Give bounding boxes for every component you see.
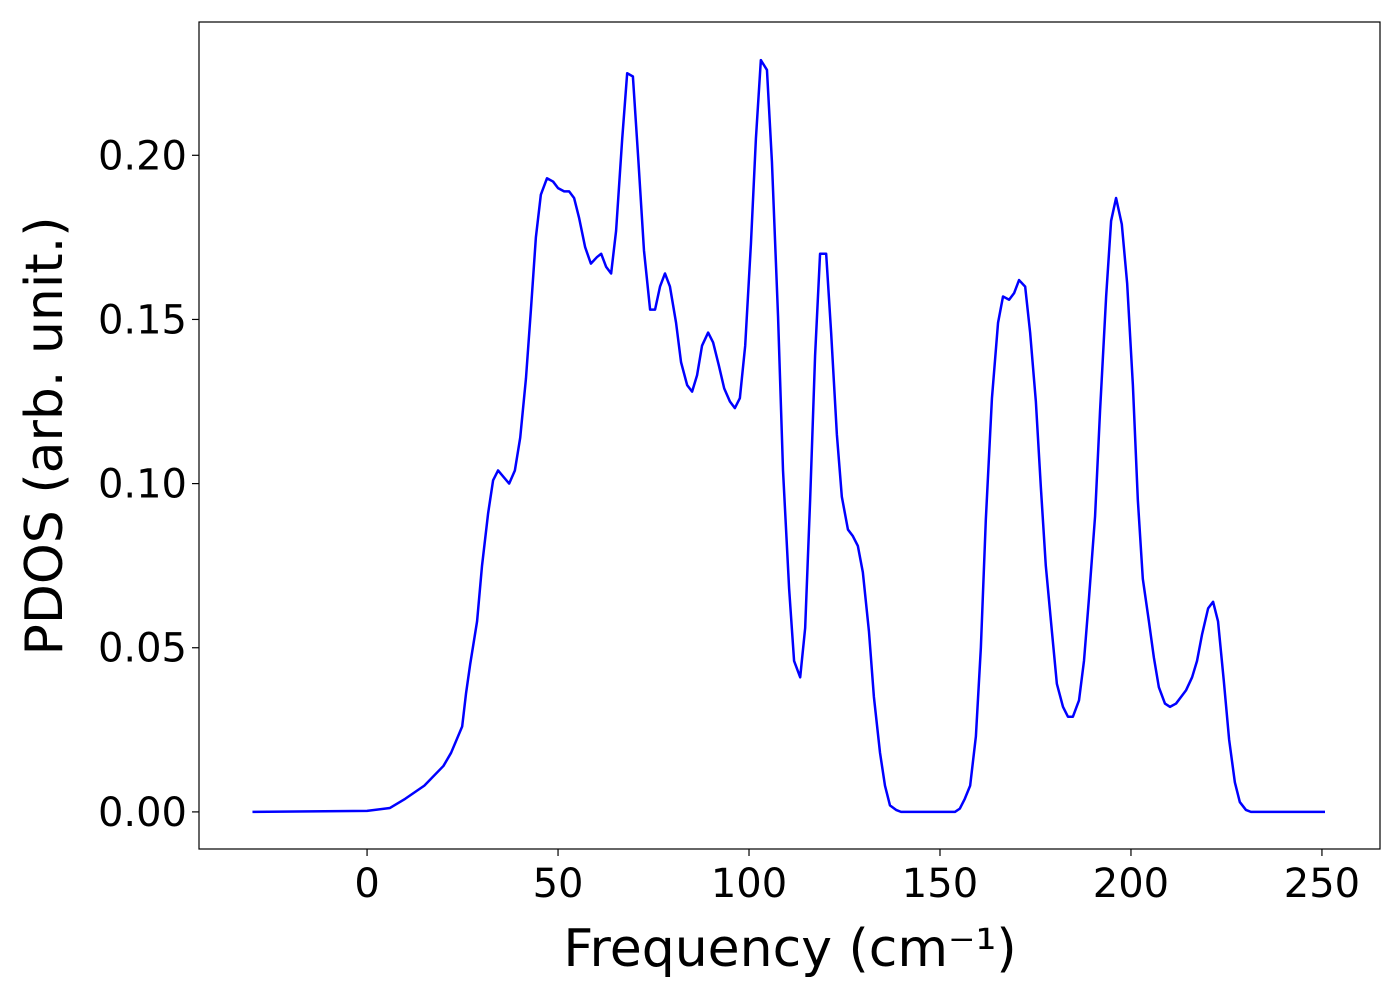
x-tick-label: 200 — [1093, 861, 1169, 907]
y-tick-label: 0.00 — [98, 790, 187, 836]
x-tick-label: 150 — [902, 861, 978, 907]
y-axis-label: PDOS (arb. unit.) — [15, 216, 75, 655]
x-tick-label: 250 — [1284, 861, 1360, 907]
y-tick-label: 0.10 — [98, 462, 187, 508]
y-tick-label: 0.05 — [98, 626, 187, 672]
x-tick-label: 100 — [711, 861, 787, 907]
data-line — [252, 58, 1325, 814]
plot-frame — [198, 21, 1381, 850]
y-tick-label: 0.20 — [98, 133, 187, 179]
x-tick-label: 50 — [533, 861, 584, 907]
x-tick-label: 0 — [354, 861, 379, 907]
y-tick-label: 0.15 — [98, 297, 187, 343]
x-axis-label: Frequency (cm⁻¹) — [563, 919, 1016, 979]
